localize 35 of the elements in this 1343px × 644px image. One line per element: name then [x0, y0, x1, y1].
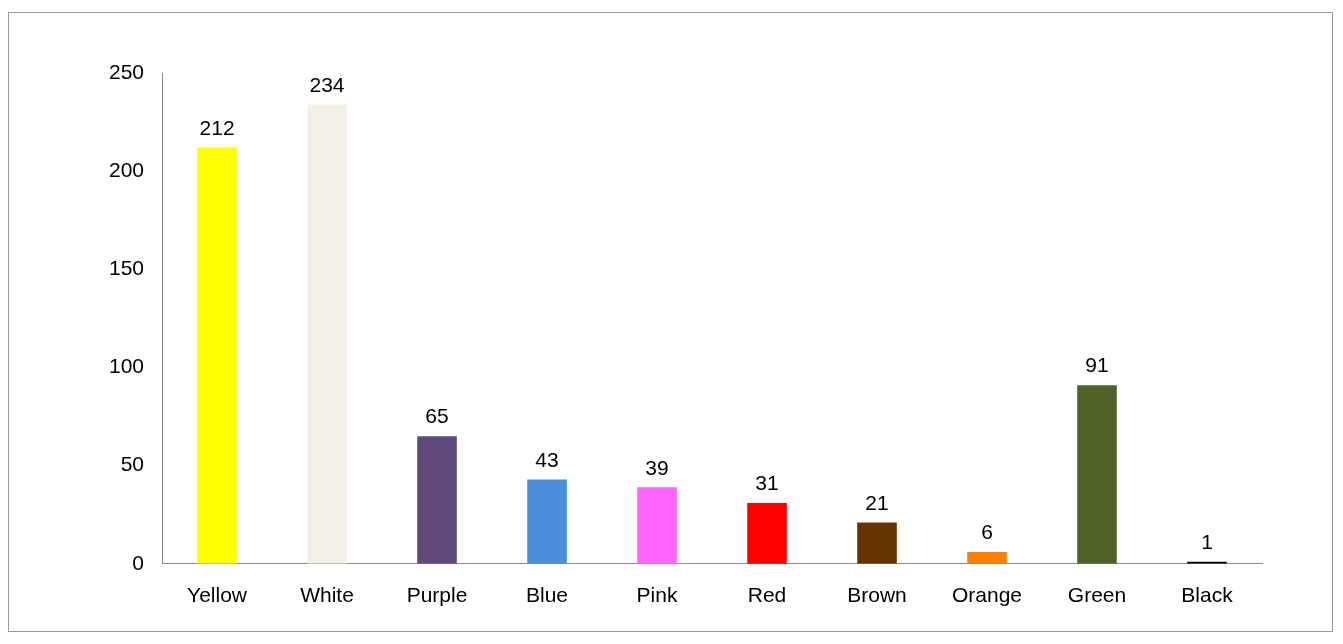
- bar: [417, 436, 457, 564]
- x-tick-label: Purple: [406, 583, 468, 607]
- y-tick-label: 150: [108, 256, 145, 280]
- bar: [307, 104, 347, 564]
- y-tick-label: 200: [108, 157, 145, 181]
- data-label: 43: [535, 447, 559, 471]
- bar: [967, 552, 1007, 564]
- x-tick-label: Orange: [951, 583, 1023, 607]
- data-label: 1: [1201, 530, 1213, 554]
- y-tick-label: 50: [120, 452, 145, 476]
- bar: [1077, 385, 1117, 564]
- x-tick-label: Black: [1181, 583, 1234, 607]
- data-label: 212: [199, 115, 235, 139]
- x-tick-label: Brown: [847, 583, 907, 607]
- bar: [637, 487, 677, 564]
- x-tick-label: Green: [1067, 583, 1127, 607]
- data-label: 65: [425, 404, 449, 428]
- data-label: 234: [309, 72, 345, 96]
- data-label: 91: [1085, 353, 1109, 377]
- y-tick-label: 100: [108, 354, 145, 378]
- bar: [747, 502, 787, 564]
- y-tick-label: 250: [108, 59, 145, 83]
- x-tick-label: Red: [747, 583, 787, 607]
- data-label: 39: [645, 455, 669, 479]
- bar: [197, 147, 237, 564]
- data-label: 31: [755, 471, 779, 495]
- data-label: 21: [865, 490, 889, 514]
- x-tick-label: Pink: [636, 583, 678, 607]
- x-tick-label: White: [300, 583, 354, 607]
- bar: [527, 479, 567, 564]
- data-label: 6: [981, 520, 993, 544]
- y-tick-label: 0: [132, 550, 145, 574]
- x-tick-label: Yellow: [187, 583, 248, 607]
- x-tick-label: Blue: [526, 583, 569, 607]
- bar: [857, 522, 897, 564]
